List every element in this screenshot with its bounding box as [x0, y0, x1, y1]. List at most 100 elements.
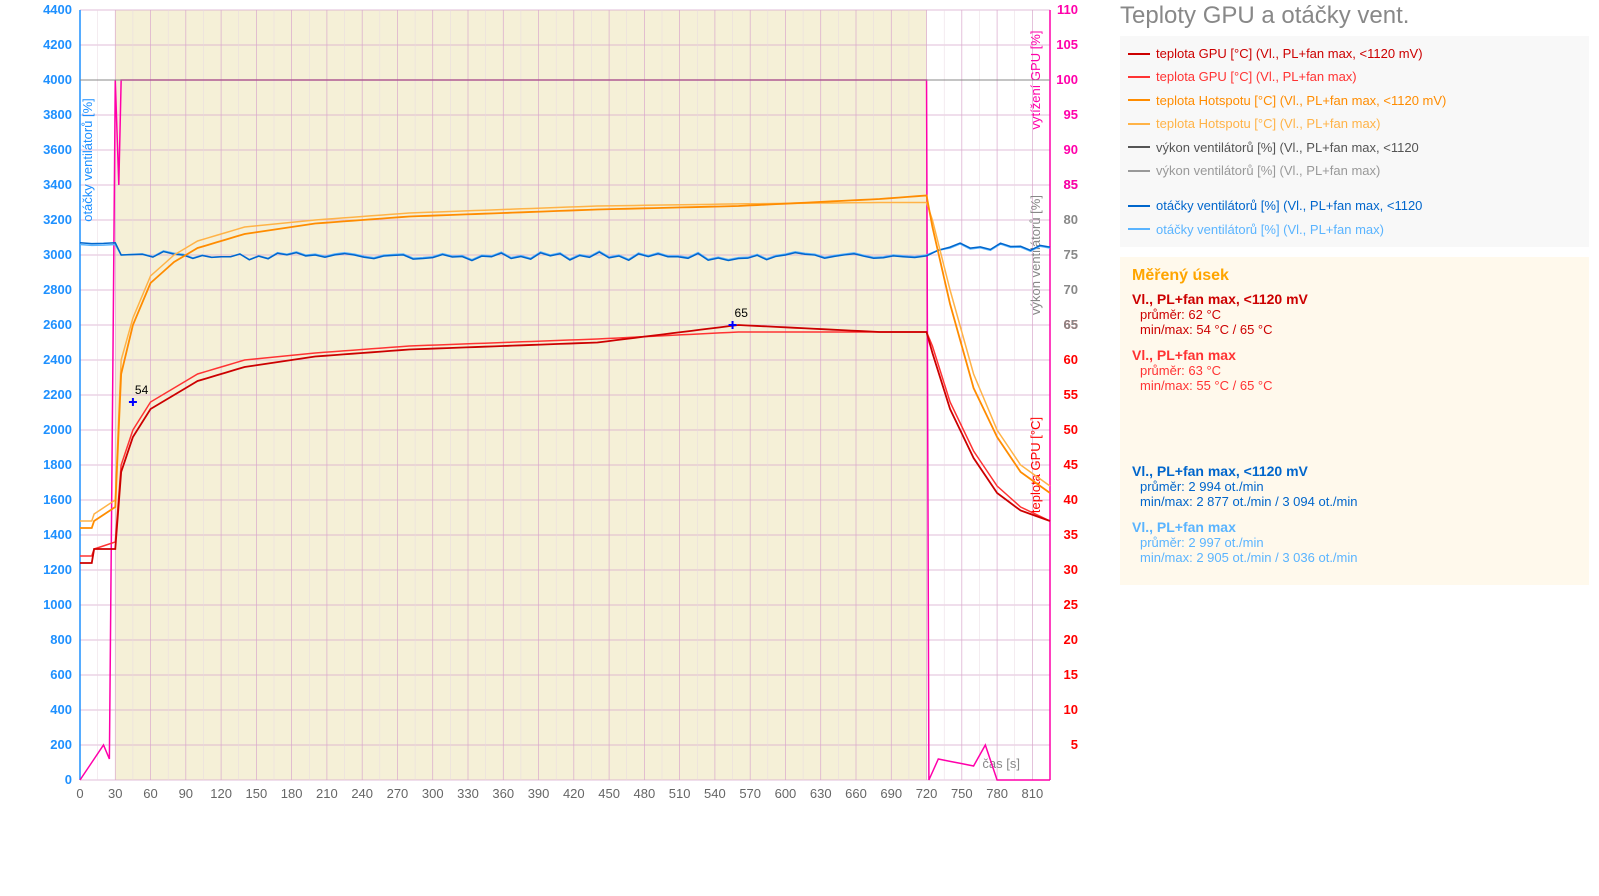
svg-text:540: 540: [704, 786, 726, 801]
svg-text:570: 570: [739, 786, 761, 801]
stat-header: Vl., PL+fan max: [1132, 347, 1577, 363]
legend-swatch: [1128, 123, 1150, 125]
svg-text:2000: 2000: [43, 422, 72, 437]
legend-swatch: [1128, 146, 1150, 148]
svg-text:600: 600: [50, 667, 72, 682]
legend-swatch: [1128, 99, 1150, 101]
svg-text:35: 35: [1064, 527, 1078, 542]
stat-header: Vl., PL+fan max, <1120 mV: [1132, 463, 1577, 479]
stat-line: průměr: 63 °C: [1132, 363, 1577, 378]
legend-label: výkon ventilátorů [%] (Vl., PL+fan max): [1156, 159, 1380, 182]
svg-text:3600: 3600: [43, 142, 72, 157]
svg-text:100: 100: [1056, 72, 1078, 87]
svg-text:25: 25: [1064, 597, 1078, 612]
legend-item: teplota Hotspotu [°C] (Vl., PL+fan max, …: [1128, 89, 1581, 112]
svg-text:240: 240: [351, 786, 373, 801]
svg-text:45: 45: [1064, 457, 1078, 472]
svg-text:30: 30: [1064, 562, 1078, 577]
svg-text:3200: 3200: [43, 212, 72, 227]
legend-label: teplota Hotspotu [°C] (Vl., PL+fan max, …: [1156, 89, 1446, 112]
stat-line: min/max: 54 °C / 65 °C: [1132, 322, 1577, 337]
legend-item: teplota GPU [°C] (Vl., PL+fan max): [1128, 65, 1581, 88]
svg-text:330: 330: [457, 786, 479, 801]
svg-text:450: 450: [598, 786, 620, 801]
legend-swatch: [1128, 76, 1150, 78]
svg-text:800: 800: [50, 632, 72, 647]
svg-text:30: 30: [108, 786, 122, 801]
svg-text:4000: 4000: [43, 72, 72, 87]
svg-text:1400: 1400: [43, 527, 72, 542]
svg-text:780: 780: [986, 786, 1008, 801]
chart-title: Teploty GPU a otáčky vent.: [1120, 2, 1589, 30]
side-panel: Teploty GPU a otáčky vent. teplota GPU […: [1110, 0, 1599, 896]
svg-text:660: 660: [845, 786, 867, 801]
svg-text:40: 40: [1064, 492, 1078, 507]
legend-label: otáčky ventilátorů [%] (Vl., PL+fan max): [1156, 218, 1384, 241]
svg-text:390: 390: [528, 786, 550, 801]
svg-text:690: 690: [880, 786, 902, 801]
legend-label: teplota Hotspotu [°C] (Vl., PL+fan max): [1156, 112, 1381, 135]
svg-text:55: 55: [1064, 387, 1078, 402]
svg-text:65: 65: [735, 306, 749, 320]
svg-text:20: 20: [1064, 632, 1078, 647]
stat-line: min/max: 55 °C / 65 °C: [1132, 378, 1577, 393]
stat-group: Vl., PL+fan maxprůměr: 63 °Cmin/max: 55 …: [1132, 347, 1577, 393]
stat-group: Vl., PL+fan max, <1120 mVprůměr: 62 °Cmi…: [1132, 291, 1577, 337]
svg-text:110: 110: [1057, 2, 1078, 17]
svg-text:75: 75: [1064, 247, 1078, 262]
legend-item: výkon ventilátorů [%] (Vl., PL+fan max, …: [1128, 136, 1581, 159]
svg-text:150: 150: [246, 786, 268, 801]
svg-text:65: 65: [1064, 317, 1078, 332]
legend-swatch: [1128, 205, 1150, 207]
svg-text:1000: 1000: [43, 597, 72, 612]
svg-text:teplota GPU [°C]: teplota GPU [°C]: [1028, 417, 1043, 513]
stat-header: Vl., PL+fan max: [1132, 519, 1577, 535]
legend-item: výkon ventilátorů [%] (Vl., PL+fan max): [1128, 159, 1581, 182]
svg-text:420: 420: [563, 786, 585, 801]
stats-title: Měřený úsek: [1132, 267, 1577, 285]
legend-swatch: [1128, 170, 1150, 172]
svg-text:95: 95: [1064, 107, 1078, 122]
stats-box: Měřený úsekVl., PL+fan max, <1120 mVprům…: [1120, 257, 1589, 585]
svg-text:210: 210: [316, 786, 338, 801]
svg-text:3000: 3000: [43, 247, 72, 262]
svg-text:výkon ventilátorů [%]: výkon ventilátorů [%]: [1028, 195, 1043, 315]
svg-text:60: 60: [143, 786, 157, 801]
legend-label: výkon ventilátorů [%] (Vl., PL+fan max, …: [1156, 136, 1419, 159]
svg-text:90: 90: [1064, 142, 1078, 157]
svg-text:480: 480: [634, 786, 656, 801]
svg-text:54: 54: [135, 383, 149, 397]
svg-text:1200: 1200: [43, 562, 72, 577]
svg-text:1800: 1800: [43, 457, 72, 472]
legend-swatch: [1128, 228, 1150, 230]
svg-text:0: 0: [76, 786, 83, 801]
svg-text:720: 720: [916, 786, 938, 801]
svg-text:čas [s]: čas [s]: [982, 756, 1020, 771]
stat-line: průměr: 2 994 ot./min: [1132, 479, 1577, 494]
legend-label: teplota GPU [°C] (Vl., PL+fan max, <1120…: [1156, 42, 1423, 65]
svg-text:0: 0: [65, 772, 72, 787]
svg-text:60: 60: [1064, 352, 1078, 367]
legend-item: otáčky ventilátorů [%] (Vl., PL+fan max,…: [1128, 194, 1581, 217]
legend-swatch: [1128, 53, 1150, 55]
svg-text:300: 300: [422, 786, 444, 801]
stat-line: průměr: 2 997 ot./min: [1132, 535, 1577, 550]
svg-text:10: 10: [1064, 702, 1078, 717]
svg-text:4200: 4200: [43, 37, 72, 52]
svg-text:3400: 3400: [43, 177, 72, 192]
svg-text:200: 200: [50, 737, 72, 752]
stat-header: Vl., PL+fan max, <1120 mV: [1132, 291, 1577, 307]
stat-line: průměr: 62 °C: [1132, 307, 1577, 322]
svg-text:2400: 2400: [43, 352, 72, 367]
svg-text:120: 120: [210, 786, 232, 801]
svg-text:810: 810: [1022, 786, 1044, 801]
svg-text:5: 5: [1071, 737, 1078, 752]
svg-text:750: 750: [951, 786, 973, 801]
stat-line: min/max: 2 905 ot./min / 3 036 ot./min: [1132, 550, 1577, 565]
svg-text:400: 400: [50, 702, 72, 717]
stat-group: Vl., PL+fan max, <1120 mVprůměr: 2 994 o…: [1132, 463, 1577, 509]
svg-text:510: 510: [669, 786, 691, 801]
stat-group: Vl., PL+fan maxprůměr: 2 997 ot./minmin/…: [1132, 519, 1577, 565]
svg-text:2600: 2600: [43, 317, 72, 332]
svg-text:360: 360: [492, 786, 514, 801]
